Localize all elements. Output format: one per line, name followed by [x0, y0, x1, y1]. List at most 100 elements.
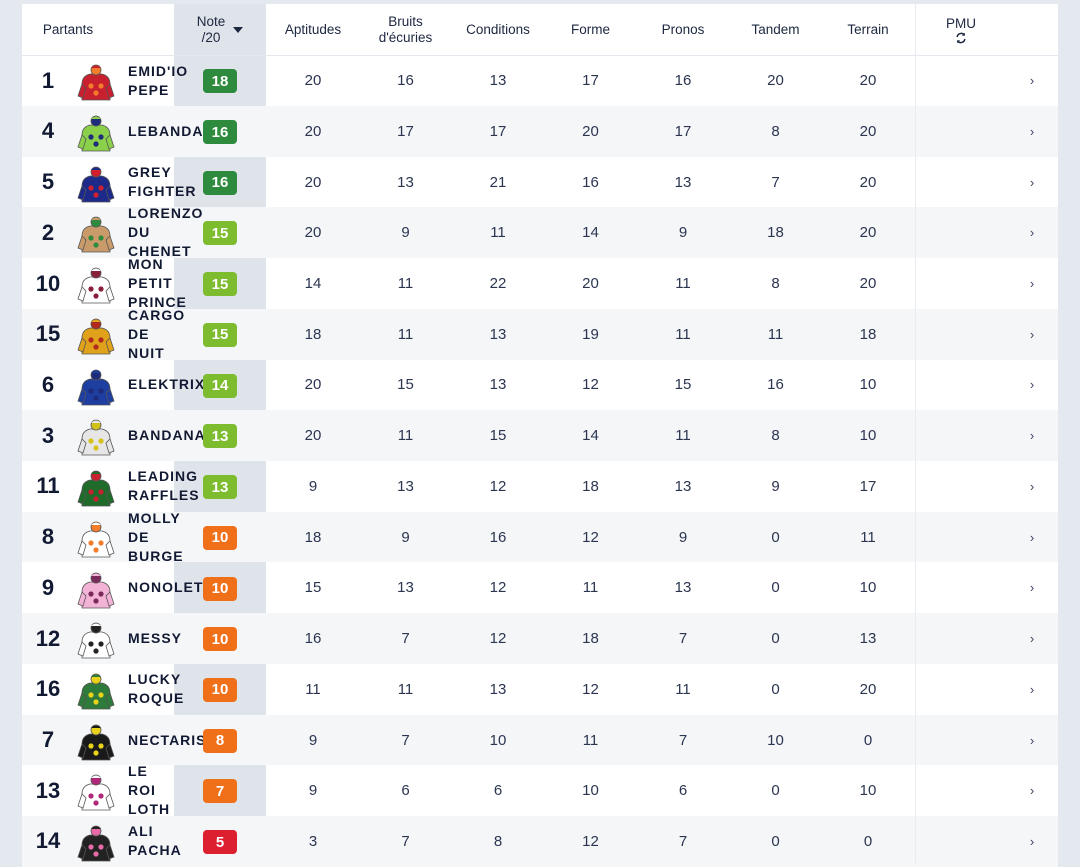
chevron-right-icon[interactable]: › — [1029, 783, 1035, 799]
table-row[interactable]: 5 GREY FIGHTER 16 20 13 21 16 13 7 20 › — [22, 157, 1058, 208]
table-row[interactable]: 3 BANDANA 13 20 11 15 14 11 8 10 › — [22, 410, 1058, 462]
bruits-score: 9 — [401, 224, 410, 242]
pronos-score: 13 — [674, 579, 692, 597]
runner-name-line: FIGHTER — [128, 183, 197, 200]
jockey-silk-icon — [77, 724, 115, 761]
pronos-score: 6 — [678, 782, 688, 800]
chevron-right-icon[interactable]: › — [1029, 732, 1035, 748]
forme-score: 19 — [582, 325, 599, 343]
aptitudes-score: 20 — [304, 224, 322, 242]
tandem-score: 16 — [767, 376, 784, 394]
table-row[interactable]: 4 LEBANDAO 16 20 17 17 20 17 8 20 › — [22, 106, 1058, 157]
table-row[interactable]: 9 NONOLETA 10 15 13 12 11 13 0 10 › — [22, 563, 1058, 614]
note-badge: 7 — [203, 779, 237, 804]
note-badge: 13 — [203, 475, 237, 500]
header-pronos[interactable]: Pronos — [637, 4, 729, 55]
runner-name[interactable]: NECTARIS — [128, 715, 238, 766]
table-row[interactable]: 7 NECTARIS 8 9 7 10 11 7 10 0 › — [22, 714, 1058, 766]
table-row[interactable]: 14 ALI PACHA 5 3 7 8 12 7 0 0 › — [22, 816, 1058, 867]
note-badge: 10 — [203, 525, 237, 550]
chevron-right-icon[interactable]: › — [1029, 428, 1035, 444]
aptitudes-score: 3 — [308, 832, 318, 850]
runner-number: 9 — [41, 574, 55, 600]
table-row[interactable]: 11 LEADING RAFFLES 13 9 13 12 18 13 9 17 › — [22, 461, 1058, 512]
jockey-silk-icon — [77, 774, 115, 811]
pronos-score: 9 — [678, 224, 688, 242]
header-terrain[interactable]: Terrain — [822, 4, 914, 55]
chevron-right-icon[interactable]: › — [1029, 529, 1035, 545]
header-partants-label: Partants — [42, 21, 94, 37]
bruits-score: 11 — [397, 275, 414, 293]
table-row[interactable]: 1 EMID'IO PEPE 18 20 16 13 17 16 20 20 › — [22, 55, 1058, 106]
jockey-silk-icon — [77, 64, 115, 101]
runner-name[interactable]: LE ROI LOTH — [128, 763, 238, 817]
header-aptitudes[interactable]: Aptitudes — [267, 4, 359, 55]
chevron-right-icon[interactable]: › — [1029, 833, 1035, 849]
runner-name[interactable]: MESSY — [128, 613, 238, 664]
forme-score: 14 — [582, 427, 599, 445]
chevron-right-icon[interactable]: › — [1029, 73, 1035, 89]
tandem-score: 9 — [771, 477, 780, 495]
runner-name-line: MOLLY — [128, 509, 181, 526]
table-row[interactable]: 12 MESSY 10 16 7 12 18 7 0 13 › — [22, 613, 1058, 664]
chevron-right-icon[interactable]: › — [1029, 681, 1035, 697]
bruits-score: 9 — [401, 528, 410, 546]
header-forme[interactable]: Forme — [544, 4, 637, 55]
header-note-line1: Note — [196, 13, 226, 29]
table-row[interactable]: 15 CARGO DE NUIT 15 18 11 13 19 11 11 18 › — [22, 307, 1058, 361]
runner-name[interactable]: LEBANDAO — [128, 106, 238, 157]
jockey-silk-icon — [77, 825, 115, 862]
header-conditions[interactable]: Conditions — [452, 4, 544, 55]
header-pmu[interactable]: PMU — [915, 4, 1007, 55]
chevron-right-icon[interactable]: › — [1029, 326, 1035, 342]
runner-name-line: MON — [128, 256, 164, 273]
runner-name-line: LEBANDAO — [128, 122, 216, 139]
runner-number: 16 — [35, 676, 61, 702]
pronos-score: 7 — [678, 630, 688, 648]
chevron-right-icon[interactable]: › — [1029, 174, 1035, 190]
runner-number: 2 — [41, 219, 55, 245]
runner-name[interactable]: EMID'IO PEPE — [128, 55, 238, 106]
pmu-divider — [915, 4, 916, 863]
chevron-right-icon[interactable]: › — [1029, 580, 1035, 596]
chevron-right-icon[interactable]: › — [1029, 478, 1035, 494]
chevron-right-icon[interactable]: › — [1029, 276, 1035, 292]
runner-name[interactable]: CARGO DE NUIT — [128, 307, 238, 361]
runner-name[interactable]: ELEKTRIX — [128, 360, 238, 411]
runner-name[interactable]: NONOLETA — [128, 563, 238, 614]
header-tandem-label: Tandem — [751, 21, 800, 37]
header-bruits[interactable]: Bruits d'écuries — [359, 4, 452, 55]
table-row[interactable]: 2 LORENZO DU CHENET 15 20 9 11 14 9 18 20 › — [22, 205, 1058, 259]
chevron-right-icon[interactable]: › — [1029, 225, 1035, 241]
table-row[interactable]: 6 ELEKTRIX 14 20 15 13 12 15 16 10 › — [22, 360, 1058, 411]
chevron-right-icon[interactable]: › — [1029, 631, 1035, 647]
conditions-score: 17 — [489, 122, 507, 140]
runner-name[interactable]: LEADING RAFFLES — [128, 461, 238, 512]
table-row[interactable]: 8 MOLLY DE BURGE 10 18 9 16 12 9 0 11 › — [22, 509, 1058, 564]
refresh-icon[interactable] — [955, 32, 967, 44]
runner-name[interactable]: MOLLY DE BURGE — [128, 509, 238, 564]
runner-name[interactable]: LUCKY ROQUE — [128, 664, 238, 715]
table-row[interactable]: 16 LUCKY ROQUE 10 11 11 13 12 11 0 20 › — [22, 664, 1058, 715]
runner-name[interactable]: LORENZO DU CHENET — [128, 205, 238, 259]
runner-name[interactable]: BANDANA — [128, 410, 238, 461]
table-row[interactable]: 10 MON PETIT PRINCE 15 14 11 22 20 11 8 20 › — [22, 256, 1058, 311]
runner-number: 1 — [41, 67, 55, 93]
aptitudes-score: 20 — [304, 72, 322, 90]
runner-number: 7 — [41, 727, 55, 752]
chevron-right-icon[interactable]: › — [1029, 377, 1035, 393]
runner-name-line: DU — [128, 224, 151, 241]
runner-name[interactable]: MON PETIT PRINCE — [128, 256, 238, 311]
bruits-score: 6 — [401, 782, 410, 800]
runner-name-line: BURGE — [128, 547, 184, 564]
runner-name-line: PRINCE — [128, 294, 187, 311]
forme-score: 12 — [582, 376, 599, 394]
runner-name[interactable]: ALI PACHA — [128, 816, 238, 867]
runner-name[interactable]: GREY FIGHTER — [128, 157, 238, 208]
header-note[interactable]: Note /20 — [174, 4, 266, 55]
caret-down-icon[interactable] — [233, 26, 244, 33]
aptitudes-score: 16 — [304, 630, 322, 648]
chevron-right-icon[interactable]: › — [1029, 123, 1035, 139]
table-row[interactable]: 13 LE ROI LOTH 7 9 6 6 10 6 0 10 › — [22, 763, 1058, 817]
header-tandem[interactable]: Tandem — [729, 4, 822, 55]
